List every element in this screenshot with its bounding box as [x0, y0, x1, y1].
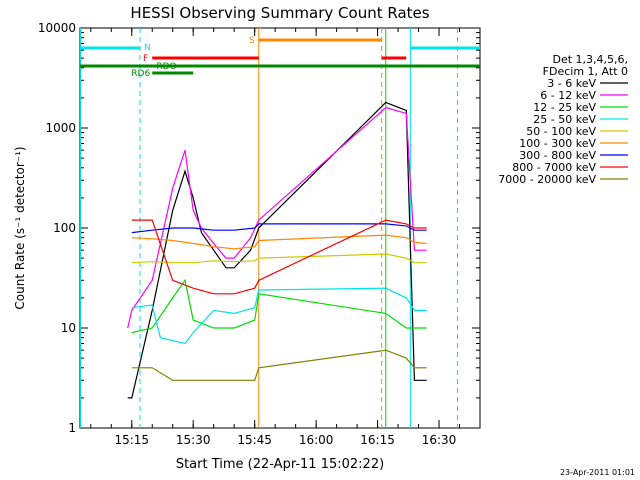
legend-entry-label: 12 - 25 keV	[533, 101, 596, 114]
series-line	[131, 219, 427, 295]
legend-entry-label: 6 - 12 keV	[540, 89, 596, 102]
legend-entry-label: 3 - 6 keV	[547, 77, 596, 90]
flag-label-n: N	[144, 43, 151, 53]
y-tick-label: 1	[68, 421, 76, 435]
series-line	[131, 253, 427, 264]
series-line	[131, 234, 427, 250]
x-tick-label: 15:15	[114, 433, 149, 447]
legend: Det 1,3,4,5,6,FDecim 1, Att 03 - 6 keV6 …	[498, 53, 628, 186]
legend-header: FDecim 1, Att 0	[543, 65, 628, 78]
flag-label-rd6: RD6	[131, 69, 150, 79]
series-line	[131, 278, 427, 334]
y-axis-label: Count Rate (s⁻¹ detector⁻¹)	[13, 146, 27, 309]
x-axis-label: Start Time (22-Apr-11 15:02:22)	[176, 457, 384, 472]
series-line	[127, 106, 427, 329]
flag-label-f: F	[143, 54, 148, 64]
legend-entry-label: 25 - 50 keV	[533, 113, 596, 126]
axis-ticks: 1 10 100 1000 10000 15:15 15:30 15:45 16:00 16:15…	[38, 21, 480, 447]
legend-entry-label: 300 - 800 keV	[519, 149, 596, 162]
series-line	[131, 349, 427, 381]
series-line	[127, 101, 427, 399]
flag-label-s: S	[249, 36, 255, 46]
x-tick-label: 16:00	[299, 433, 334, 447]
y-tick-label: 100	[53, 221, 76, 235]
legend-entry-label: 50 - 100 keV	[526, 125, 596, 138]
y-tick-label: 1000	[45, 121, 76, 135]
flag-bars: NF S RDO RD6	[80, 28, 480, 428]
footer-timestamp: 23-Apr-2011 01:01	[560, 468, 635, 477]
series-line	[131, 287, 427, 345]
chart-title: HESSI Observing Summary Count Rates	[130, 4, 429, 22]
legend-entry-label: 800 - 7000 keV	[512, 161, 596, 174]
y-tick-label: 10	[61, 321, 76, 335]
x-tick-label: 16:30	[422, 433, 457, 447]
flag-label-rdo: RDO	[156, 62, 176, 72]
x-tick-label: 15:30	[176, 433, 211, 447]
legend-header: Det 1,3,4,5,6,	[552, 53, 628, 66]
series-layer	[127, 101, 427, 399]
y-tick-label: 10000	[38, 21, 76, 35]
x-tick-label: 16:15	[360, 433, 395, 447]
legend-entry-label: 7000 - 20000 keV	[498, 173, 596, 186]
x-tick-label: 15:45	[237, 433, 272, 447]
legend-entry-label: 100 - 300 keV	[519, 137, 596, 150]
series-line	[131, 223, 427, 234]
